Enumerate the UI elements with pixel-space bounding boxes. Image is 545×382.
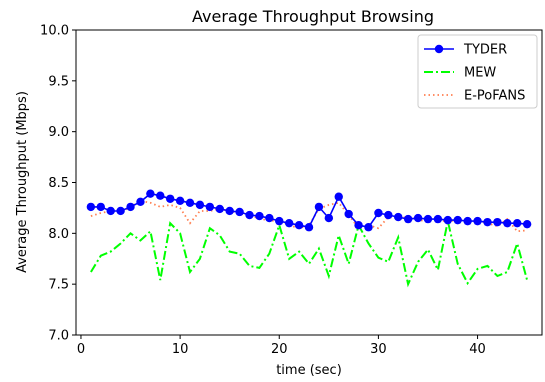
data-point-tyder: [225, 206, 234, 216]
data-point-tyder: [106, 206, 115, 216]
data-point-tyder: [423, 214, 433, 224]
x-axis-ticks: 0 10 20 30 40: [77, 335, 486, 357]
data-point-tyder: [503, 218, 512, 228]
x-tick-label: 0: [77, 342, 85, 357]
y-tick-label: 7.0: [48, 329, 69, 344]
x-tick-label: 30: [370, 342, 387, 357]
chart-title: Average Throughput Browsing: [192, 7, 434, 26]
data-point-tyder: [275, 216, 284, 226]
data-point-tyder: [364, 223, 373, 232]
y-axis-label: Average Throughput (Mbps): [15, 91, 30, 273]
data-point-tyder: [473, 216, 482, 226]
series-line-e-pofans: [90, 199, 528, 233]
data-point-tyder: [433, 214, 443, 224]
plot-area: [75, 29, 543, 336]
data-point-tyder: [304, 223, 314, 232]
data-point-tyder: [403, 214, 413, 224]
legend: TYDER MEW E-PoFANS: [417, 34, 538, 109]
data-point-tyder: [513, 218, 522, 228]
y-tick-label: 7.5: [48, 278, 69, 293]
data-point-tyder: [314, 202, 324, 212]
x-axis-label: time (sec): [276, 363, 342, 378]
data-point-tyder: [205, 202, 215, 212]
data-point-tyder: [126, 202, 135, 212]
data-point-tyder: [175, 196, 185, 205]
x-tick-label: 10: [172, 342, 189, 357]
data-point-tyder: [443, 215, 453, 225]
series-layer: [86, 189, 532, 288]
data-point-tyder: [334, 192, 343, 201]
data-point-tyder: [413, 213, 423, 223]
x-tick-label: 40: [469, 342, 486, 357]
data-point-tyder: [86, 202, 96, 212]
data-point-tyder: [156, 191, 165, 200]
data-point-tyder: [146, 189, 155, 198]
data-point-tyder: [324, 213, 334, 223]
data-point-tyder: [255, 211, 264, 221]
data-point-tyder: [394, 212, 403, 222]
legend-items: TYDER MEW E-PoFANS: [424, 43, 525, 104]
data-point-tyder: [136, 197, 145, 207]
y-tick-label: 8.0: [48, 227, 69, 242]
legend-label-mew: MEW: [464, 66, 496, 81]
data-point-tyder: [374, 208, 383, 218]
data-point-tyder: [265, 213, 274, 223]
y-tick-label: 9.0: [48, 125, 69, 140]
legend-label-tyder: TYDER: [463, 43, 507, 58]
data-point-tyder: [522, 219, 532, 229]
data-point-tyder: [96, 202, 105, 212]
y-tick-label: 8.5: [48, 176, 69, 191]
data-point-tyder: [294, 221, 304, 230]
data-point-tyder: [384, 210, 393, 220]
legend-marker-tyder: [434, 44, 444, 54]
data-point-tyder: [463, 216, 472, 226]
data-point-tyder: [185, 198, 195, 208]
data-point-tyder: [195, 200, 205, 210]
data-point-tyder: [245, 210, 254, 220]
legend-label-e-pofans: E-PoFANS: [464, 89, 525, 104]
data-point-tyder: [116, 206, 125, 216]
data-point-tyder: [354, 221, 363, 230]
data-point-tyder: [235, 207, 244, 217]
y-tick-label: 10.0: [40, 24, 69, 39]
data-point-tyder: [453, 215, 462, 225]
x-tick-label: 20: [271, 342, 288, 357]
legend-frame: [417, 34, 538, 109]
data-point-tyder: [493, 217, 502, 227]
data-point-tyder: [344, 209, 353, 219]
series-line-tyder: [90, 192, 528, 229]
data-point-tyder: [165, 194, 175, 203]
y-tick-label: 9.5: [48, 74, 69, 89]
y-axis-ticks: 7.0 7.5 8.0 8.5 9.0 9.5 10.0: [40, 24, 76, 344]
data-point-tyder: [483, 217, 492, 227]
data-point-tyder: [215, 204, 224, 214]
data-point-tyder: [284, 218, 294, 228]
